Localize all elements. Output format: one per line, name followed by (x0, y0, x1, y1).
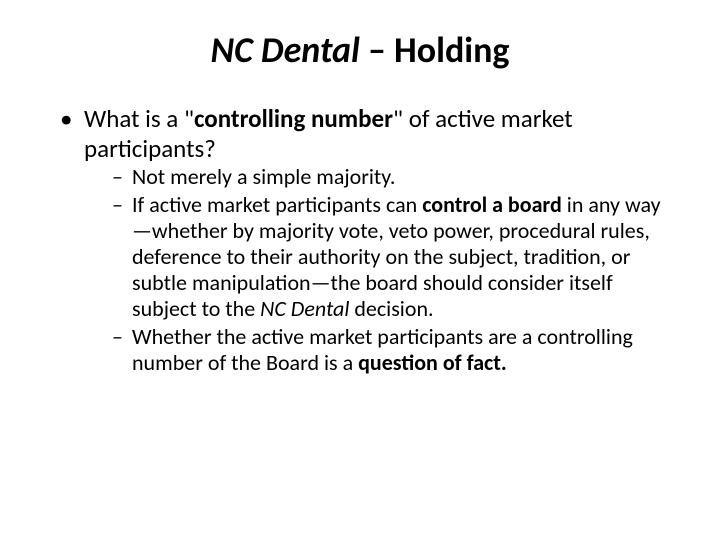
bullet-list-level2: Not merely a simple majority. If active … (84, 164, 672, 376)
sub1-text: Not merely a simple majority. (132, 163, 395, 190)
sub3-b1: question of fact. (358, 349, 507, 376)
sub2-b1: control a board (422, 191, 562, 218)
sub-item-1: Not merely a simple majority. (112, 164, 672, 190)
bullet-list-level1: What is a "controlling number" of active… (48, 104, 672, 376)
b1-prefix: What is a " (84, 103, 194, 134)
b1-bold: controlling number (194, 103, 393, 134)
sub2-p3: decision. (349, 295, 433, 322)
sub2-i1: NC Dental (260, 295, 349, 322)
slide-title: NC Dental – Holding (48, 28, 672, 72)
sub2-p1: If active market participants can (132, 191, 422, 218)
bullet-item-1: What is a "controlling number" of active… (60, 104, 672, 376)
title-italic: NC Dental (210, 28, 359, 72)
sub-item-3: Whether the active market participants a… (112, 324, 672, 376)
title-rest: – Holding (360, 28, 510, 72)
sub-item-2: If active market participants can contro… (112, 192, 672, 322)
